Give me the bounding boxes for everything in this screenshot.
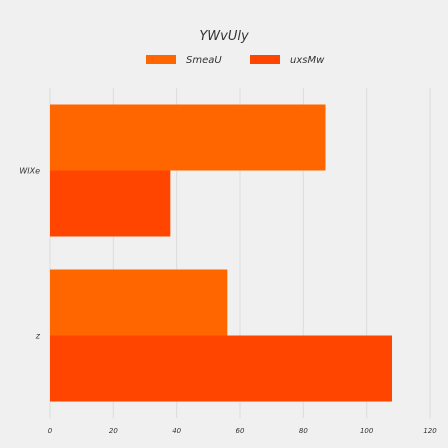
legend-swatch xyxy=(250,55,280,64)
x-tick-label: 60 xyxy=(236,427,245,435)
bar-layer xyxy=(50,104,392,402)
y-axis-categories: WIXe z xyxy=(19,167,40,341)
bar-1-1[interactable] xyxy=(50,104,326,171)
x-tick-label: 120 xyxy=(423,427,437,435)
legend-label: uxsMw xyxy=(290,55,325,66)
bar-1-2[interactable] xyxy=(50,269,228,336)
legend-label: SmeaU xyxy=(186,55,222,66)
x-tick-label: 80 xyxy=(299,427,308,435)
legend-item-series-1[interactable]: SmeaU xyxy=(146,55,222,66)
x-tick-label: 100 xyxy=(360,427,374,435)
y-category-label: WIXe xyxy=(19,167,40,176)
bar-2-1[interactable] xyxy=(50,170,171,237)
legend-item-series-2[interactable]: uxsMw xyxy=(250,55,325,66)
x-tick-label: 40 xyxy=(172,427,181,435)
legend: SmeaU uxsMw xyxy=(146,55,325,66)
bar-2-2[interactable] xyxy=(50,335,392,402)
x-tick-label: 20 xyxy=(109,427,118,435)
x-axis-ticks: 0 20 40 60 80 100 120 xyxy=(48,427,437,435)
x-tick-label: 0 xyxy=(48,427,53,435)
chart-title: YWvUly xyxy=(199,29,249,44)
y-category-label: z xyxy=(35,332,41,341)
legend-swatch xyxy=(146,55,176,64)
